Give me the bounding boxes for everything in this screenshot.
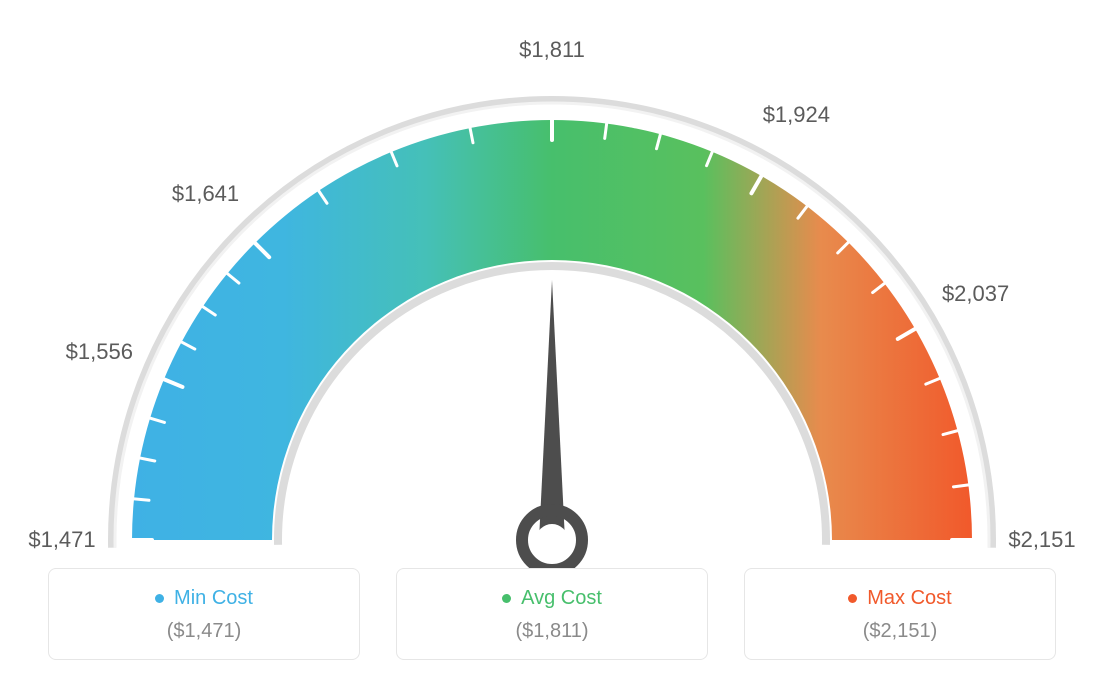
- legend-title-min: Min Cost: [155, 587, 253, 610]
- gauge-tick-label: $2,037: [942, 281, 1009, 307]
- gauge-tick-label: $1,641: [172, 181, 239, 207]
- legend-card-avg: Avg Cost ($1,811): [396, 568, 708, 660]
- gauge-needle: [539, 280, 565, 540]
- gauge-tick-label: $1,924: [763, 102, 830, 128]
- gauge-tick-label: $1,471: [28, 527, 95, 553]
- legend-title-text: Min Cost: [174, 587, 253, 610]
- legend-card-max: Max Cost ($2,151): [744, 568, 1056, 660]
- legend-card-min: Min Cost ($1,471): [48, 568, 360, 660]
- dot-icon: [155, 594, 164, 603]
- legend-value-min: ($1,471): [49, 620, 359, 643]
- legend-title-text: Max Cost: [867, 587, 951, 610]
- gauge-svg: [0, 20, 1104, 580]
- legend-title-text: Avg Cost: [521, 587, 602, 610]
- gauge-tick-label: $1,556: [66, 339, 133, 365]
- legend-value-max: ($2,151): [745, 620, 1055, 643]
- legend-row: Min Cost ($1,471) Avg Cost ($1,811) Max Cost…: [48, 568, 1056, 660]
- legend-title-max: Max Cost: [848, 587, 951, 610]
- dot-icon: [502, 594, 511, 603]
- gauge-tick-label: $2,151: [1008, 527, 1075, 553]
- legend-title-avg: Avg Cost: [502, 587, 602, 610]
- dot-icon: [848, 594, 857, 603]
- legend-value-avg: ($1,811): [397, 620, 707, 643]
- gauge-chart: $1,471 $1,556 $1,641 $1,811 $1,924 $2,037 $2,1…: [0, 0, 1104, 560]
- gauge-tick-label: $1,811: [519, 37, 585, 63]
